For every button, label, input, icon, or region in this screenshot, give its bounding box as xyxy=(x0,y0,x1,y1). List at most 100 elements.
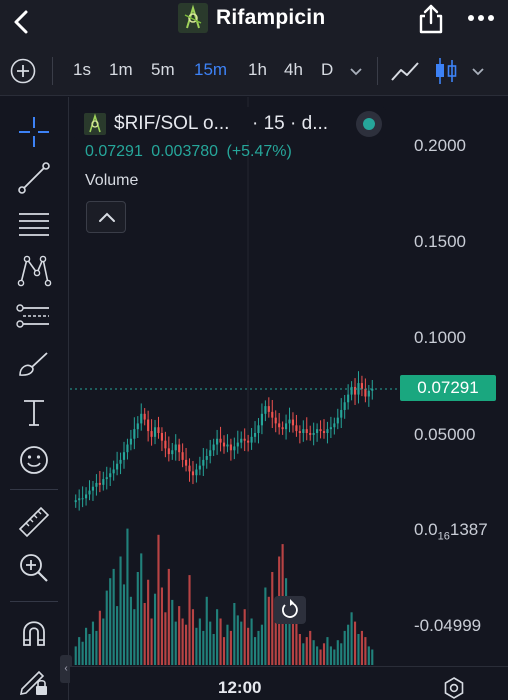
volume-bar xyxy=(188,575,191,665)
gear-icon[interactable] xyxy=(442,676,466,700)
candle-body xyxy=(219,438,222,443)
candle-body xyxy=(81,498,84,500)
candle-series xyxy=(74,371,374,511)
chevron-left-icon[interactable] xyxy=(8,4,38,40)
zoom-in-icon[interactable] xyxy=(15,549,53,587)
volume-bar xyxy=(122,584,126,665)
line-chart-icon[interactable] xyxy=(390,58,420,89)
candle-body xyxy=(147,419,150,432)
volume-series xyxy=(74,528,374,665)
interval-1s[interactable]: 1s xyxy=(73,60,91,79)
token-logo xyxy=(84,113,106,135)
parallel-channel-icon[interactable] xyxy=(15,297,53,335)
collapse-toolbar-button[interactable]: ‹ xyxy=(60,655,72,683)
time-axis xyxy=(70,666,508,700)
volume-bar xyxy=(185,624,188,665)
brush-icon[interactable] xyxy=(15,345,53,383)
volume-bar xyxy=(333,649,336,665)
candle-body xyxy=(112,469,115,474)
interval-15m[interactable]: 15m xyxy=(194,60,228,79)
sidebar-divider xyxy=(10,601,58,602)
candle-body xyxy=(333,423,336,428)
lock-drawing-icon[interactable] xyxy=(15,661,53,699)
candle-body xyxy=(357,383,360,395)
volume-bar xyxy=(295,621,298,665)
volume-bar xyxy=(229,630,232,665)
horizontal-lines-icon[interactable] xyxy=(15,205,53,243)
pattern-icon[interactable] xyxy=(15,251,53,289)
volume-bar xyxy=(126,528,129,665)
volume-bar xyxy=(216,609,219,665)
reset-chart-icon[interactable] xyxy=(274,596,306,624)
candle-body xyxy=(364,388,367,397)
interval-5m[interactable]: 5m xyxy=(151,60,175,79)
plus-circle-icon[interactable] xyxy=(10,58,36,84)
chevron-down-icon[interactable] xyxy=(348,63,364,84)
interval-1h[interactable]: 1h xyxy=(248,60,267,79)
price-tick-zero-count: 16 xyxy=(437,530,450,543)
share-icon[interactable] xyxy=(416,2,446,36)
candle-body xyxy=(243,438,246,441)
candle-body xyxy=(247,440,250,443)
volume-bar xyxy=(209,621,212,665)
candle-body xyxy=(133,429,136,439)
volume-bar xyxy=(143,603,146,665)
text-icon[interactable] xyxy=(15,393,53,431)
candle-body xyxy=(264,406,267,414)
more-dots-icon[interactable] xyxy=(466,8,496,28)
price-tick-prefix: 0.0 xyxy=(414,520,438,539)
candle-body xyxy=(367,390,370,397)
symbol-legend[interactable]: $RIF/SOL o... · 15 · d... xyxy=(74,107,386,140)
candle-body xyxy=(78,498,81,501)
chart-toolbar: 1s 1m 5m 15m 1h 4h D xyxy=(0,46,508,96)
candle-body xyxy=(302,429,305,433)
chevron-down-icon[interactable] xyxy=(470,63,486,84)
volume-bar xyxy=(236,615,239,665)
candle-body xyxy=(178,444,181,453)
candle-body xyxy=(195,469,198,476)
candle-body xyxy=(212,444,215,451)
volume-bar xyxy=(253,637,257,665)
candle-body xyxy=(371,388,374,391)
trend-line-icon[interactable] xyxy=(15,159,53,197)
emoji-icon[interactable] xyxy=(15,441,53,479)
candlestick-icon[interactable] xyxy=(432,56,460,91)
price-change: 0.003780 xyxy=(151,143,219,160)
volume-bar xyxy=(109,578,112,665)
candle-body xyxy=(140,413,143,424)
interval-d[interactable]: D xyxy=(321,60,334,79)
candle-body xyxy=(74,500,77,503)
volume-bar xyxy=(81,641,84,665)
magnet-icon[interactable] xyxy=(15,615,53,653)
candle-body xyxy=(291,419,295,426)
candle-body xyxy=(191,471,195,476)
volume-bar xyxy=(133,609,136,665)
volume-bar xyxy=(160,587,163,665)
price-tick: 0.1500 xyxy=(414,232,466,251)
volume-bar xyxy=(91,621,95,665)
collapse-legend-button[interactable] xyxy=(86,201,126,233)
candle-body xyxy=(188,465,191,472)
ruler-icon[interactable] xyxy=(15,503,53,541)
candle-body xyxy=(116,463,119,470)
time-tick: 12:00 xyxy=(218,678,262,697)
candle-body xyxy=(171,450,174,455)
volume-bar xyxy=(164,612,167,665)
candle-body xyxy=(274,417,277,424)
volume-bar xyxy=(305,637,308,665)
volume-bar xyxy=(171,599,174,665)
candle-body xyxy=(205,456,208,460)
volume-bar xyxy=(222,637,226,665)
volume-bar xyxy=(243,609,246,665)
candle-body xyxy=(164,440,167,449)
volume-bar xyxy=(271,572,274,665)
volume-bar xyxy=(150,618,153,665)
interval-4h[interactable]: 4h xyxy=(284,60,303,79)
volume-bar xyxy=(336,640,339,665)
candle-body xyxy=(240,438,243,443)
interval-1m[interactable]: 1m xyxy=(109,60,133,79)
candle-body xyxy=(126,444,129,453)
token-logo xyxy=(178,3,208,33)
volume-bar xyxy=(264,587,267,665)
crosshair-icon[interactable] xyxy=(15,113,53,151)
